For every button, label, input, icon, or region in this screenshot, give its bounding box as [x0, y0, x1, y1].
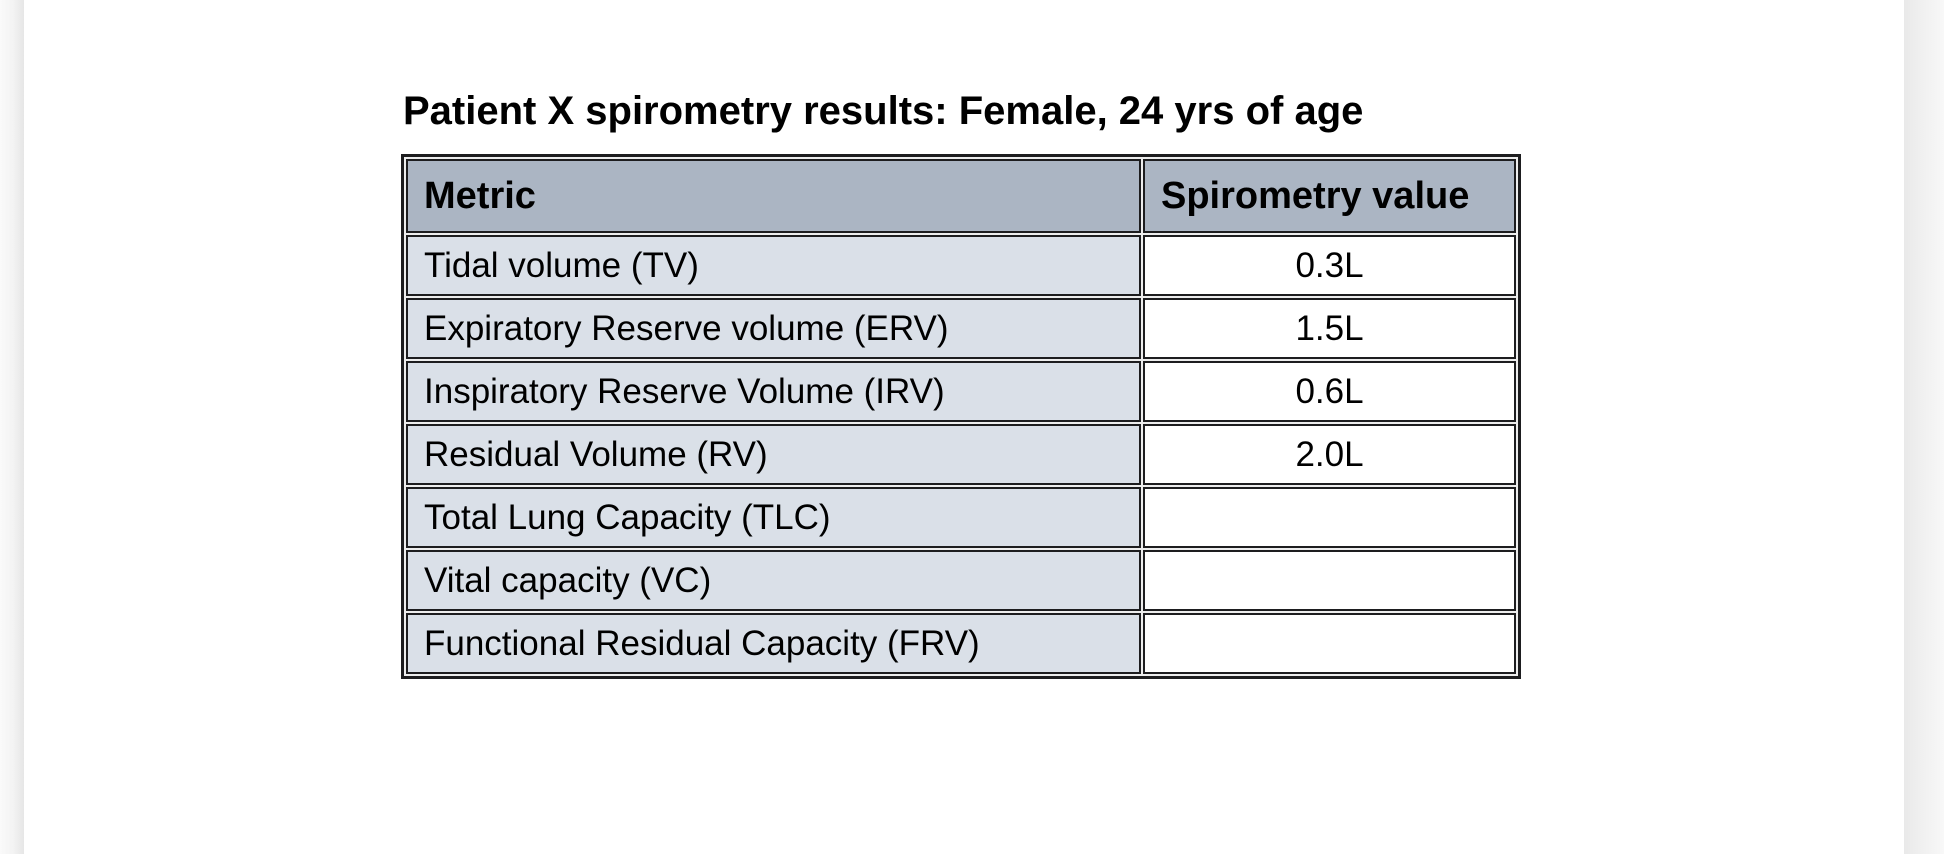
- metric-cell: Vital capacity (VC): [406, 550, 1141, 611]
- page-right-edge-shadow: [1904, 0, 1944, 854]
- table-row: Tidal volume (TV) 0.3L: [406, 235, 1516, 296]
- value-cell: 2.0L: [1143, 424, 1516, 485]
- metric-cell: Residual Volume (RV): [406, 424, 1141, 485]
- spirometry-table: Metric Spirometry value Tidal volume (TV…: [401, 154, 1521, 679]
- table-header-row: Metric Spirometry value: [406, 159, 1516, 233]
- table-row: Inspiratory Reserve Volume (IRV) 0.6L: [406, 361, 1516, 422]
- metric-cell: Total Lung Capacity (TLC): [406, 487, 1141, 548]
- page-title: Patient X spirometry results: Female, 24…: [403, 89, 1364, 133]
- table-row: Functional Residual Capacity (FRV): [406, 613, 1516, 674]
- value-cell: 0.3L: [1143, 235, 1516, 296]
- value-cell: [1143, 550, 1516, 611]
- metric-cell: Inspiratory Reserve Volume (IRV): [406, 361, 1141, 422]
- metric-cell: Expiratory Reserve volume (ERV): [406, 298, 1141, 359]
- value-cell: 0.6L: [1143, 361, 1516, 422]
- column-header-metric: Metric: [406, 159, 1141, 233]
- table-row: Vital capacity (VC): [406, 550, 1516, 611]
- column-header-spirometry-value: Spirometry value: [1143, 159, 1516, 233]
- value-cell: [1143, 487, 1516, 548]
- value-cell: 1.5L: [1143, 298, 1516, 359]
- value-cell: [1143, 613, 1516, 674]
- metric-cell: Tidal volume (TV): [406, 235, 1141, 296]
- table-row: Total Lung Capacity (TLC): [406, 487, 1516, 548]
- metric-cell: Functional Residual Capacity (FRV): [406, 613, 1141, 674]
- page-left-edge-shadow: [0, 0, 24, 854]
- table-row: Expiratory Reserve volume (ERV) 1.5L: [406, 298, 1516, 359]
- table-row: Residual Volume (RV) 2.0L: [406, 424, 1516, 485]
